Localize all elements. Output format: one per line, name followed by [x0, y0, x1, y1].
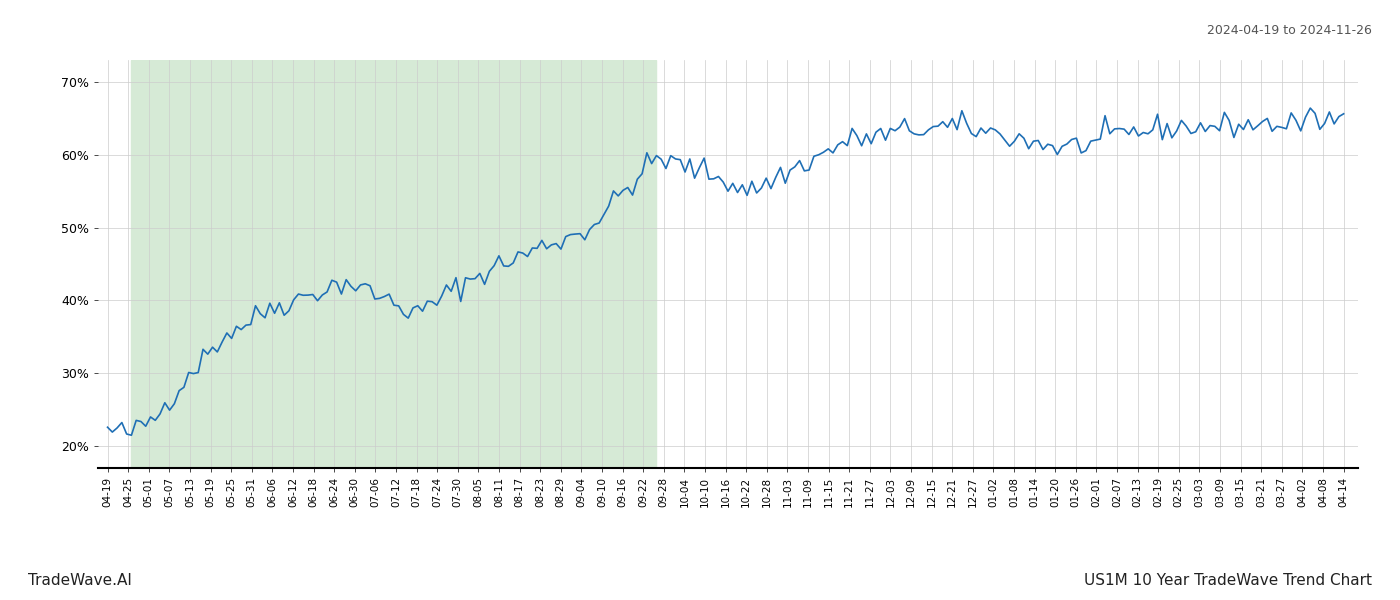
Text: TradeWave.AI: TradeWave.AI [28, 573, 132, 588]
Text: 2024-04-19 to 2024-11-26: 2024-04-19 to 2024-11-26 [1207, 24, 1372, 37]
Text: US1M 10 Year TradeWave Trend Chart: US1M 10 Year TradeWave Trend Chart [1084, 573, 1372, 588]
Bar [132, 60, 657, 468]
